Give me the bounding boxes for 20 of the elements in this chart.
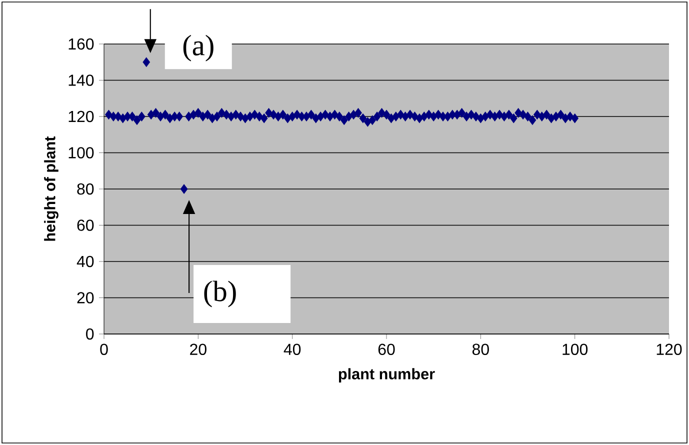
y-tick-label: 140 <box>68 74 94 86</box>
y-tick-label: 100 <box>68 147 94 158</box>
y-tick-label: 60 <box>77 220 94 231</box>
x-tick-label: 120 <box>656 344 682 356</box>
x-tick-label: 80 <box>472 344 489 356</box>
x-tick-label: 20 <box>190 344 206 356</box>
y-tick-label: 120 <box>68 110 94 122</box>
y-tick-label: 80 <box>77 183 94 195</box>
y-tick-label: 160 <box>68 38 94 50</box>
annotation: (b) <box>204 280 236 308</box>
x-axis-title: plant number <box>338 368 435 382</box>
y-tick-label: 20 <box>77 292 94 304</box>
annotation: (a) <box>183 34 214 62</box>
x-tick-label: 60 <box>378 344 395 356</box>
y-axis-title: height of plant <box>44 136 58 241</box>
y-tick-label: 0 <box>86 328 94 340</box>
x-tick-label: 40 <box>284 344 301 356</box>
x-tick-label: 100 <box>562 344 588 356</box>
y-tick-label: 40 <box>76 256 94 268</box>
x-tick-label: 0 <box>100 344 108 356</box>
